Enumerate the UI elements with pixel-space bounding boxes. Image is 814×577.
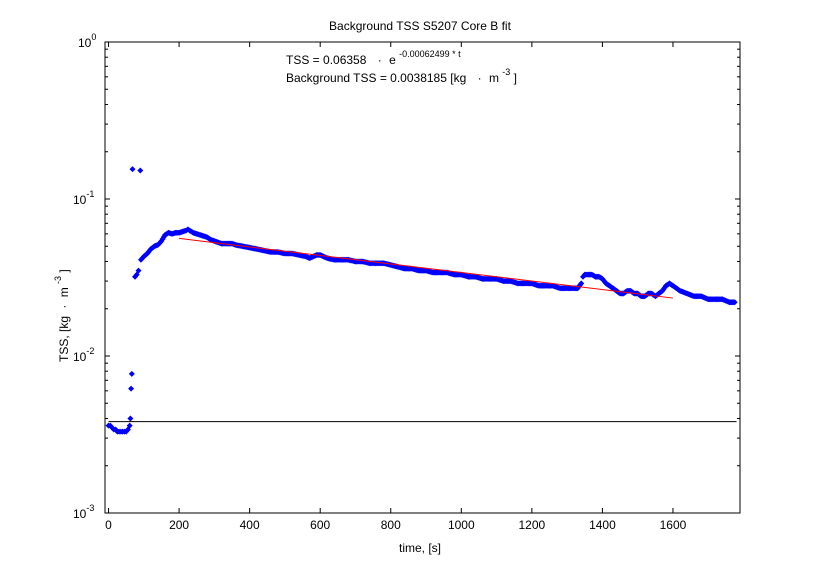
- fit-equation-base: e: [389, 53, 396, 67]
- background-annotation-exponent: -3: [502, 67, 510, 77]
- background-annotation: Background TSS = 0.0038185 [kg · m -3 ]: [286, 64, 517, 85]
- fit-equation-dot: ·: [378, 53, 382, 67]
- data-point: [127, 415, 134, 422]
- x-tick-label: 1000: [448, 518, 475, 532]
- data-point: [135, 267, 142, 274]
- chart-title: Background TSS S5207 Core B fit: [329, 19, 512, 33]
- data-point: [123, 428, 130, 435]
- x-tick-label: 200: [169, 518, 189, 532]
- x-axis-ticks: 0 200 400 600 800 1000 1200 1400 1600: [105, 42, 687, 532]
- y-axis-label-exponent: -3: [53, 276, 63, 284]
- fit-equation-lhs: TSS = 0.06358: [286, 53, 367, 67]
- background-annotation-unit: m: [489, 71, 499, 85]
- y-tick-label: 10-2: [73, 346, 94, 364]
- data-point: [578, 280, 585, 287]
- x-tick-label: 600: [310, 518, 330, 532]
- x-tick-label: 1400: [589, 518, 616, 532]
- x-tick-label: 0: [105, 518, 112, 532]
- data-point: [128, 385, 135, 392]
- data-point: [128, 370, 135, 377]
- fit-equation-exponent: -0.00062499 * t: [399, 49, 461, 59]
- y-axis-label-unit: m: [57, 287, 71, 297]
- x-tick-label: 400: [240, 518, 260, 532]
- y-tick-label: 10-3: [73, 503, 94, 521]
- background-annotation-dot: ·: [478, 71, 482, 85]
- background-annotation-close: ]: [514, 71, 517, 85]
- background-annotation-text: Background TSS = 0.0038185 [kg: [286, 71, 466, 85]
- fit-equation: TSS = 0.06358 · e -0.00062499 * t: [286, 49, 461, 67]
- data-point: [129, 166, 136, 173]
- x-tick-label: 1200: [519, 518, 546, 532]
- y-axis-ticks: 10-3 10-2 10-1 100: [73, 32, 740, 521]
- data-point: [137, 167, 144, 174]
- fit-line: [179, 237, 674, 299]
- x-tick-label: 800: [381, 518, 401, 532]
- x-tick-label: 1600: [660, 518, 687, 532]
- plot-area: [105, 42, 740, 513]
- y-tick-label: 10-1: [73, 189, 94, 207]
- y-tick-label: 100: [78, 32, 96, 50]
- y-axis-label: TSS, [kg · m -3 ]: [50, 269, 71, 362]
- plot-frame: [104, 41, 741, 514]
- data-point: [731, 299, 738, 306]
- y-axis-label-main: TSS, [kg: [57, 316, 71, 362]
- data-point: [126, 422, 133, 429]
- y-axis-label-dot: ·: [57, 305, 71, 309]
- x-axis-label: time, [s]: [399, 541, 441, 555]
- y-axis-label-close: ]: [57, 269, 71, 272]
